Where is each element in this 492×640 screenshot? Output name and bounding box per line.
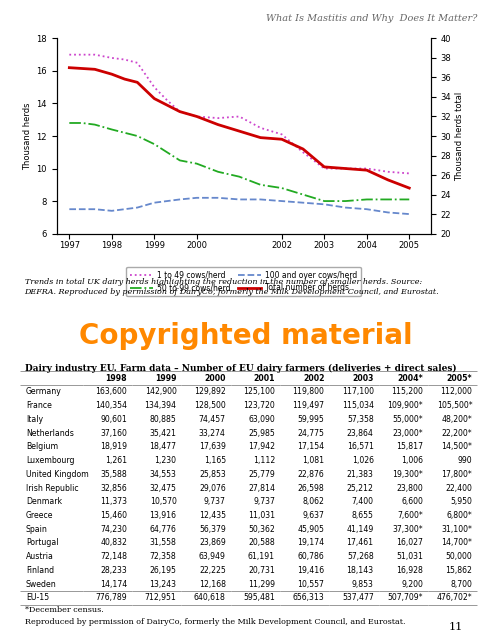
Text: Dairy industry EU. Farm data – Number of EU dairy farmers (deliveries + direct s: Dairy industry EU. Farm data – Number of… — [25, 364, 456, 372]
Y-axis label: Thousand herds total: Thousand herds total — [455, 92, 464, 180]
Text: What Is Mastitis and Why  Does It Matter?: What Is Mastitis and Why Does It Matter? — [266, 14, 477, 23]
Text: Reproduced by permission of DairyCo, formerly the Milk Development Council, and : Reproduced by permission of DairyCo, for… — [25, 618, 405, 626]
Text: Copyrighted material: Copyrighted material — [79, 322, 413, 350]
Legend: 1 to 49 cows/herd, 50 to 99 cows/herd, 100 and over cows/herd, Total number of h: 1 to 49 cows/herd, 50 to 99 cows/herd, 1… — [126, 267, 361, 296]
Text: *December census.: *December census. — [25, 606, 103, 614]
Y-axis label: Thousand herds: Thousand herds — [23, 102, 32, 170]
Text: Trends in total UK dairy herds highlighting the reduction in the number of small: Trends in total UK dairy herds highlight… — [25, 278, 439, 296]
Text: 11: 11 — [448, 622, 462, 632]
